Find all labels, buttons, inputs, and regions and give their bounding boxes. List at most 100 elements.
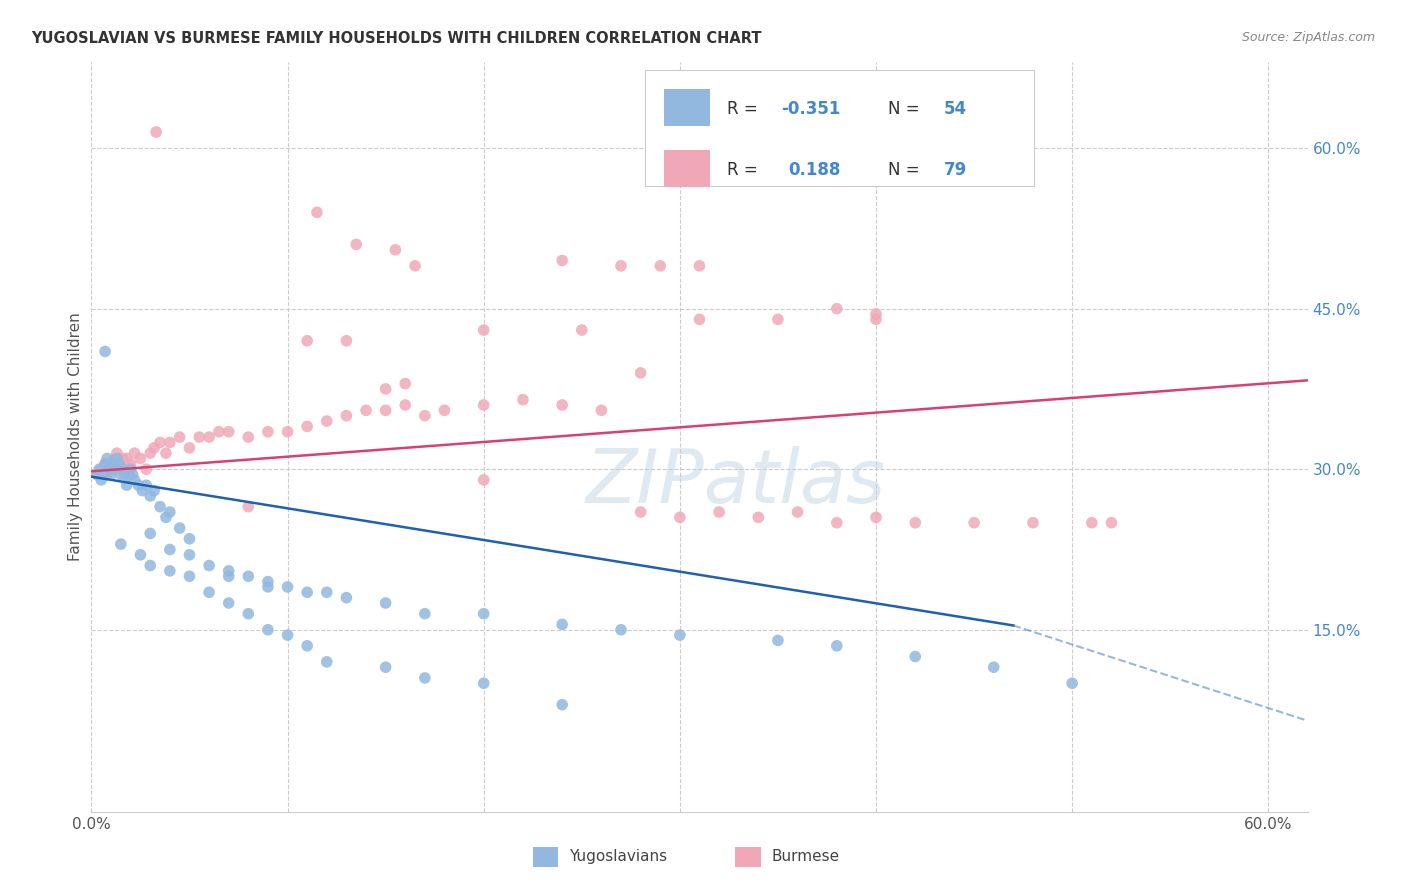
Point <box>159 505 181 519</box>
Point <box>404 259 426 273</box>
Point <box>257 623 280 637</box>
Point <box>118 467 141 482</box>
Point <box>669 510 692 524</box>
Point <box>101 457 124 471</box>
Point <box>139 446 162 460</box>
Point <box>96 467 118 482</box>
Point <box>96 451 118 466</box>
Point <box>766 633 789 648</box>
Point <box>120 457 142 471</box>
Text: -0.351: -0.351 <box>780 100 841 118</box>
Point <box>238 430 260 444</box>
Point <box>865 510 887 524</box>
Point <box>121 467 143 482</box>
Point <box>1022 516 1045 530</box>
Point <box>1099 516 1122 530</box>
Point <box>145 125 167 139</box>
Point <box>374 596 396 610</box>
Point <box>374 660 396 674</box>
Point <box>630 366 652 380</box>
Point <box>218 596 240 610</box>
Point <box>159 564 181 578</box>
Point <box>94 457 117 471</box>
Point <box>179 441 201 455</box>
Point <box>198 585 221 599</box>
Point <box>129 451 152 466</box>
Point <box>786 505 808 519</box>
Point <box>344 237 367 252</box>
FancyBboxPatch shape <box>645 70 1033 186</box>
Bar <box>664 150 710 186</box>
Point <box>472 676 495 690</box>
Point <box>610 623 633 637</box>
Point <box>277 580 299 594</box>
Point <box>139 526 162 541</box>
Point <box>335 409 357 423</box>
Point <box>188 430 211 444</box>
Text: YUGOSLAVIAN VS BURMESE FAMILY HOUSEHOLDS WITH CHILDREN CORRELATION CHART: YUGOSLAVIAN VS BURMESE FAMILY HOUSEHOLDS… <box>31 31 762 46</box>
Point <box>1062 676 1084 690</box>
Point <box>238 607 260 621</box>
Point <box>374 403 396 417</box>
Point <box>135 462 157 476</box>
Point <box>149 435 172 450</box>
Point <box>124 446 146 460</box>
Point <box>143 483 166 498</box>
Point <box>747 510 769 524</box>
Point <box>1081 516 1104 530</box>
Text: 79: 79 <box>943 161 967 178</box>
Point <box>865 307 887 321</box>
Point <box>384 243 406 257</box>
Point <box>374 382 396 396</box>
Text: Source: ZipAtlas.com: Source: ZipAtlas.com <box>1241 31 1375 45</box>
Point <box>688 259 710 273</box>
Point <box>155 510 177 524</box>
Point <box>551 253 574 268</box>
Point <box>90 473 112 487</box>
Point <box>688 312 710 326</box>
Point <box>707 505 730 519</box>
Point <box>115 478 138 492</box>
Point <box>218 425 240 439</box>
Point <box>551 617 574 632</box>
Point <box>551 398 574 412</box>
Text: ZIPatlas: ZIPatlas <box>586 446 886 518</box>
Text: R =: R = <box>727 161 769 178</box>
Point <box>169 521 191 535</box>
Text: Burmese: Burmese <box>772 849 839 864</box>
Bar <box>664 89 710 126</box>
Point <box>104 451 127 466</box>
Point <box>335 334 357 348</box>
Point <box>571 323 593 337</box>
Point <box>143 441 166 455</box>
Point <box>179 548 201 562</box>
Point <box>610 259 633 273</box>
Point <box>111 451 134 466</box>
Point <box>98 462 121 476</box>
Point <box>139 558 162 573</box>
Point <box>159 542 181 557</box>
Point <box>149 500 172 514</box>
Point <box>218 569 240 583</box>
Point <box>105 446 128 460</box>
Point <box>413 607 436 621</box>
Point <box>114 467 136 482</box>
Point <box>257 580 280 594</box>
Point <box>825 301 848 316</box>
Point <box>766 312 789 326</box>
Point <box>591 403 613 417</box>
Text: N =: N = <box>889 100 925 118</box>
Point <box>512 392 534 407</box>
Point <box>295 639 318 653</box>
Point <box>295 334 318 348</box>
Point <box>127 478 149 492</box>
Point <box>179 569 201 583</box>
Point <box>305 205 328 219</box>
Point <box>865 312 887 326</box>
Point <box>86 467 108 482</box>
Point <box>472 398 495 412</box>
Point <box>825 516 848 530</box>
Point <box>131 483 153 498</box>
Point <box>198 430 221 444</box>
Point <box>115 451 138 466</box>
